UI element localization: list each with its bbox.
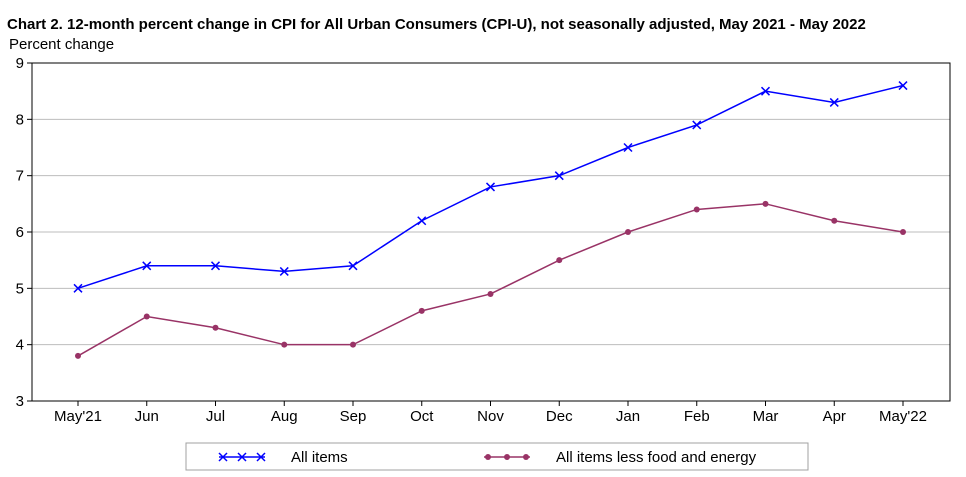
chart-title: Chart 2. 12-month percent change in CPI …	[7, 16, 866, 33]
x-tick-label: May'21	[54, 408, 102, 425]
y-tick-label: 4	[16, 337, 24, 354]
data-point-0	[554, 171, 564, 181]
x-tick-label: May'22	[879, 408, 927, 425]
data-point-1	[418, 307, 425, 314]
y-tick-label: 7	[16, 168, 24, 185]
legend-marker	[504, 454, 510, 460]
y-tick-label: 9	[16, 55, 24, 72]
legend-label: All items less food and energy	[556, 449, 757, 466]
data-point-1	[900, 229, 906, 235]
data-point-1	[693, 206, 700, 213]
data-point-0	[829, 97, 839, 107]
legend-marker	[256, 452, 266, 462]
x-tick-label: Dec	[546, 408, 573, 425]
y-tick-label: 6	[16, 224, 24, 241]
x-tick-label: Feb	[684, 408, 710, 425]
y-tick-label: 3	[16, 393, 24, 410]
data-point-0	[760, 86, 771, 96]
legend-marker	[523, 454, 529, 460]
x-tick-label: Sep	[340, 408, 367, 425]
x-tick-label: Jun	[135, 408, 159, 425]
data-point-0	[417, 216, 427, 226]
legend-label: All items	[291, 449, 348, 466]
data-point-0	[485, 182, 496, 192]
series-line-1	[77, 203, 904, 357]
y-tick-label: 5	[16, 280, 24, 297]
x-tick-label: Oct	[410, 408, 434, 425]
data-point-1	[75, 352, 81, 359]
data-point-1	[487, 290, 494, 297]
data-point-1	[281, 341, 288, 348]
x-tick-label: Jul	[206, 408, 225, 425]
data-point-0	[210, 261, 221, 271]
data-point-1	[831, 217, 838, 224]
x-tick-label: Aug	[271, 408, 298, 425]
x-tick-label: Jan	[616, 408, 640, 425]
legend-marker	[218, 452, 228, 462]
data-point-1	[143, 313, 150, 320]
data-point-0	[279, 266, 289, 276]
y-tick-label: 8	[16, 111, 24, 128]
data-point-0	[348, 261, 358, 271]
y-axis-label: Percent change	[9, 36, 115, 53]
data-point-1	[212, 324, 219, 331]
data-point-1	[762, 200, 769, 207]
x-tick-label: Nov	[477, 408, 504, 425]
data-point-1	[350, 341, 356, 348]
x-tick-label: Mar	[753, 408, 779, 425]
data-point-0	[898, 81, 908, 91]
legend-marker	[485, 454, 491, 460]
data-point-0	[692, 120, 702, 130]
data-point-1	[625, 229, 631, 235]
x-tick-label: Apr	[823, 408, 846, 425]
data-point-0	[142, 261, 152, 271]
data-point-0	[623, 142, 633, 153]
legend-marker	[237, 452, 247, 462]
data-point-0	[73, 283, 83, 293]
data-point-1	[556, 257, 563, 264]
